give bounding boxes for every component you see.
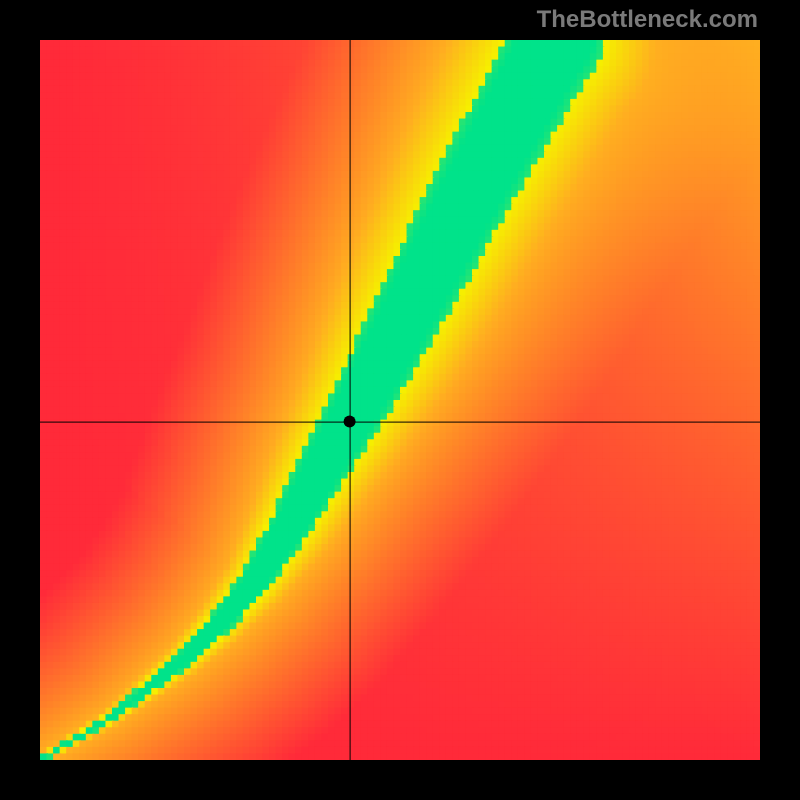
frame: TheBottleneck.com	[0, 0, 800, 800]
watermark-text: TheBottleneck.com	[537, 6, 758, 34]
bottleneck-heatmap	[40, 40, 760, 760]
